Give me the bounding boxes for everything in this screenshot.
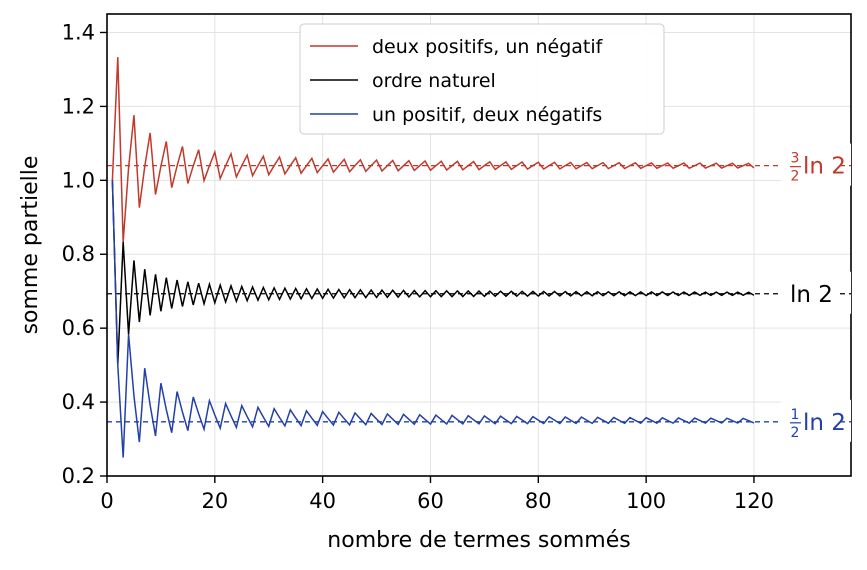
y-tick-label: 0.4 [62,390,95,414]
reference-label-text: ln 2 [803,154,846,180]
legend-box [299,23,665,135]
y-tick-label: 1.0 [62,168,95,192]
legend: deux positifs, un négatif ordre naturel un… [299,23,665,135]
y-tick-label: 0.6 [62,316,95,340]
reference-label-backdrop [781,271,851,314]
reference-label-text: ln 2 [803,410,846,436]
legend-label: ordre naturel [372,70,496,92]
x-axis-ticks: 0 20 40 60 80 100 120 [100,476,774,513]
legend-label: un positif, deux négatifs [372,104,602,126]
y-tick-label: 1.2 [62,94,95,118]
reference-label-denominator: 2 [791,169,800,185]
x-tick-label: 80 [525,489,552,513]
x-tick-label: 100 [626,489,666,513]
y-axis-label: somme partielle [18,156,43,335]
reference-label-numerator: 3 [791,151,800,167]
data-series [111,57,755,458]
x-axis-label: nombre de termes sommés [327,528,630,553]
y-tick-label: 0.2 [62,464,95,488]
series-line [111,57,755,242]
y-axis-ticks: 0.2 0.4 0.6 0.8 1.0 1.2 1.4 [62,20,107,488]
reference-label-denominator: 2 [791,425,800,441]
x-tick-label: 20 [201,489,228,513]
y-tick-label: 1.4 [62,20,95,44]
reference-label-backdrop [781,143,851,186]
x-tick-label: 120 [734,489,774,513]
x-tick-label: 40 [309,489,336,513]
reference-labels: 32 ln 2ln 212 ln 2 [781,143,851,442]
reference-label-text: ln 2 [790,282,833,308]
series-line [111,180,755,458]
reference-label-numerator: 1 [791,407,800,423]
y-tick-label: 0.8 [62,242,95,266]
series-line [111,180,755,366]
reference-label-backdrop [781,399,851,442]
x-tick-label: 0 [100,489,113,513]
legend-label: deux positifs, un négatif [372,36,604,58]
plot-frame [106,13,852,477]
x-tick-label: 60 [417,489,444,513]
